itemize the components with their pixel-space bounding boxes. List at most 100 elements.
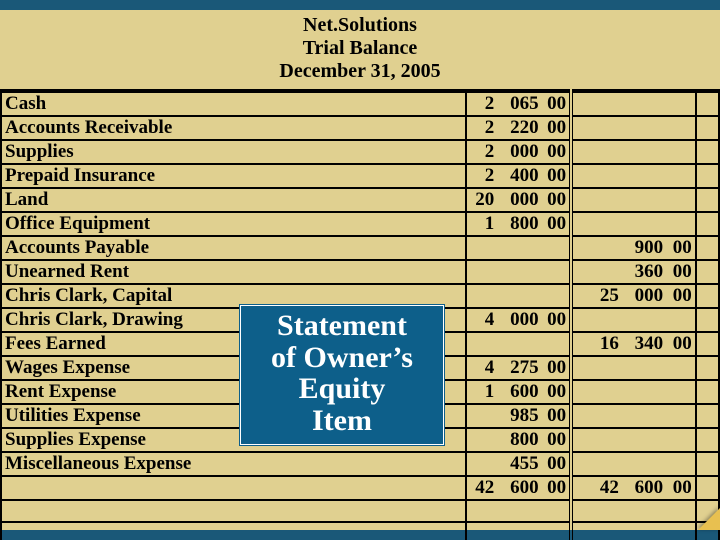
debit-cents: 00 xyxy=(542,380,572,404)
account-name xyxy=(1,522,466,540)
column-gap xyxy=(571,91,590,116)
callout-line: Item xyxy=(247,405,437,437)
column-gap xyxy=(571,116,590,140)
debit-thousands: 1 xyxy=(466,212,498,236)
credit-cents xyxy=(666,404,696,428)
debit-thousands: 4 xyxy=(466,308,498,332)
ledger-row: Supplies200000 xyxy=(1,140,719,164)
credit-hundreds: 600 xyxy=(622,476,666,500)
credit-hundreds xyxy=(622,356,666,380)
column-gap xyxy=(571,188,590,212)
callout-line: Statement xyxy=(247,310,437,342)
row-end xyxy=(696,332,719,356)
credit-cents: 00 xyxy=(666,476,696,500)
credit-hundreds xyxy=(622,452,666,476)
ledger-row: Office Equipment180000 xyxy=(1,212,719,236)
ledger-row: Miscellaneous Expense45500 xyxy=(1,452,719,476)
credit-cents xyxy=(666,522,696,540)
ledger-row: Unearned Rent36000 xyxy=(1,260,719,284)
callout-line: of Owner’s xyxy=(247,342,437,374)
credit-cents xyxy=(666,140,696,164)
row-end xyxy=(696,236,719,260)
credit-thousands xyxy=(590,380,622,404)
column-gap xyxy=(571,260,590,284)
credit-thousands: 25 xyxy=(590,284,622,308)
credit-thousands: 16 xyxy=(590,332,622,356)
report-title: Trial Balance xyxy=(0,37,720,60)
row-end xyxy=(696,452,719,476)
debit-cents xyxy=(542,500,572,522)
credit-hundreds xyxy=(622,380,666,404)
credit-cents xyxy=(666,308,696,332)
column-gap xyxy=(571,452,590,476)
credit-hundreds xyxy=(622,116,666,140)
debit-hundreds: 600 xyxy=(497,380,541,404)
blank-row xyxy=(1,500,719,522)
trial-balance-header: Net.Solutions Trial Balance December 31,… xyxy=(0,10,720,89)
account-name xyxy=(1,476,466,500)
row-end xyxy=(696,380,719,404)
column-gap xyxy=(571,476,590,500)
ledger-row: Accounts Payable90000 xyxy=(1,236,719,260)
debit-hundreds: 275 xyxy=(497,356,541,380)
debit-cents xyxy=(542,332,572,356)
credit-thousands xyxy=(590,164,622,188)
account-name: Accounts Payable xyxy=(1,236,466,260)
callout-line: Equity xyxy=(247,373,437,405)
row-end xyxy=(696,476,719,500)
credit-thousands xyxy=(590,522,622,540)
credit-hundreds xyxy=(622,188,666,212)
debit-hundreds: 400 xyxy=(497,164,541,188)
blank-row xyxy=(1,522,719,540)
page-curl-icon xyxy=(698,508,720,530)
credit-hundreds: 360 xyxy=(622,260,666,284)
debit-cents xyxy=(542,284,572,308)
account-name: Office Equipment xyxy=(1,212,466,236)
debit-thousands xyxy=(466,500,498,522)
column-gap xyxy=(571,308,590,332)
row-end xyxy=(696,404,719,428)
row-end xyxy=(696,116,719,140)
debit-thousands: 2 xyxy=(466,140,498,164)
credit-thousands xyxy=(590,188,622,212)
debit-cents: 00 xyxy=(542,356,572,380)
debit-thousands xyxy=(466,236,498,260)
row-end xyxy=(696,428,719,452)
debit-cents: 00 xyxy=(542,116,572,140)
ledger-paper: Net.Solutions Trial Balance December 31,… xyxy=(0,10,720,530)
credit-hundreds xyxy=(622,164,666,188)
debit-thousands: 2 xyxy=(466,116,498,140)
column-gap xyxy=(571,380,590,404)
credit-thousands: 42 xyxy=(590,476,622,500)
credit-cents: 00 xyxy=(666,284,696,308)
account-name: Accounts Receivable xyxy=(1,116,466,140)
column-gap xyxy=(571,500,590,522)
totals-row: 42600004260000 xyxy=(1,476,719,500)
slide-frame: Net.Solutions Trial Balance December 31,… xyxy=(0,0,720,540)
credit-cents xyxy=(666,500,696,522)
debit-hundreds xyxy=(497,236,541,260)
credit-thousands xyxy=(590,308,622,332)
credit-thousands xyxy=(590,356,622,380)
credit-cents xyxy=(666,428,696,452)
debit-hundreds: 985 xyxy=(497,404,541,428)
column-gap xyxy=(571,212,590,236)
credit-thousands xyxy=(590,236,622,260)
account-name: Cash xyxy=(1,91,466,116)
debit-hundreds: 600 xyxy=(497,476,541,500)
debit-cents: 00 xyxy=(542,188,572,212)
credit-thousands xyxy=(590,116,622,140)
debit-cents: 00 xyxy=(542,212,572,236)
debit-cents: 00 xyxy=(542,452,572,476)
credit-hundreds: 000 xyxy=(622,284,666,308)
account-name: Prepaid Insurance xyxy=(1,164,466,188)
debit-cents: 00 xyxy=(542,164,572,188)
credit-thousands xyxy=(590,212,622,236)
account-name: Supplies xyxy=(1,140,466,164)
debit-thousands: 42 xyxy=(466,476,498,500)
column-gap xyxy=(571,140,590,164)
credit-thousands xyxy=(590,404,622,428)
account-name: Miscellaneous Expense xyxy=(1,452,466,476)
debit-hundreds: 000 xyxy=(497,140,541,164)
debit-thousands: 1 xyxy=(466,380,498,404)
